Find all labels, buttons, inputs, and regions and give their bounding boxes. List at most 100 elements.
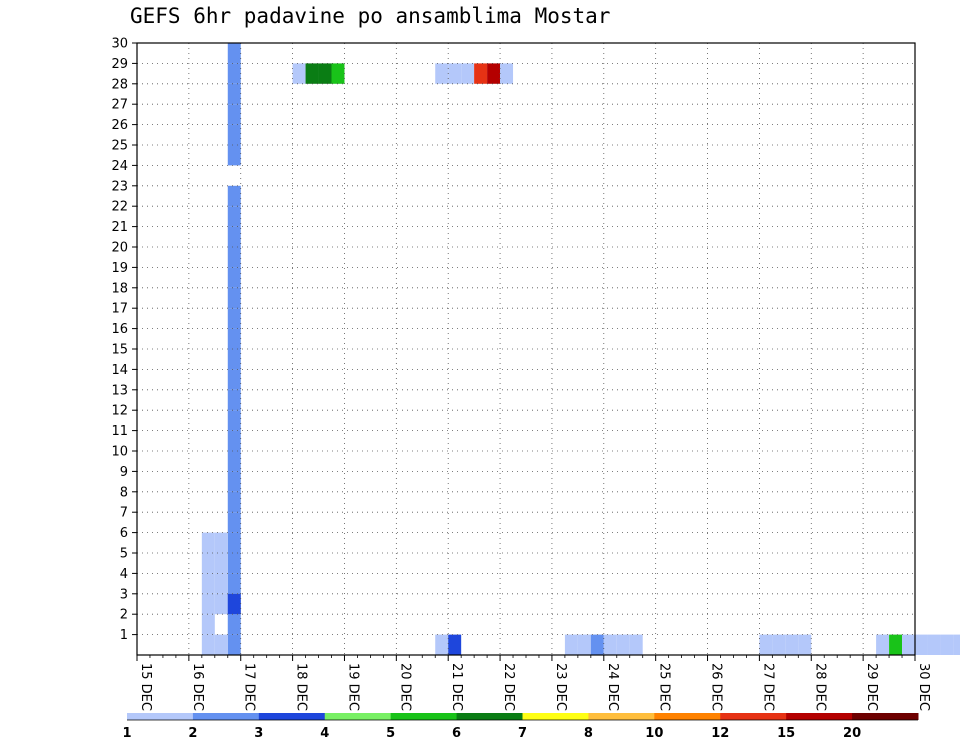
heatmap-cell — [227, 63, 241, 84]
heatmap-cell — [214, 634, 228, 655]
y-tick-label: 7 — [120, 506, 128, 521]
colorbar-label: 15 — [777, 726, 795, 741]
heatmap-cell — [889, 634, 903, 655]
colorbar-label: 20 — [843, 726, 861, 741]
colorbar-label: 5 — [386, 726, 395, 741]
y-tick-label: 5 — [120, 547, 128, 562]
colorbar-swatch — [324, 713, 392, 720]
heatmap-cell — [227, 349, 241, 370]
y-tick-label: 28 — [111, 77, 128, 92]
heatmap-cell — [201, 634, 215, 655]
heatmap-cell — [577, 634, 591, 655]
heatmap-cell — [953, 634, 960, 655]
y-tick-label: 3 — [120, 587, 128, 602]
y-tick-label: 25 — [111, 139, 128, 154]
heatmap-cell — [927, 634, 941, 655]
colorbar-label: 1 — [122, 726, 131, 741]
heatmap-cell — [227, 491, 241, 513]
colorbar-label: 10 — [645, 726, 663, 741]
heatmap-cell — [201, 593, 215, 615]
heatmap-cell — [876, 634, 890, 655]
heatmap-cell — [227, 287, 241, 309]
colorbar-swatch — [192, 713, 260, 720]
heatmap-cell — [201, 614, 215, 635]
heatmap-cell — [487, 63, 501, 84]
colorbar-swatch — [522, 713, 589, 720]
x-tick-label: 15 DEC — [138, 663, 153, 711]
heatmap-cell — [227, 267, 241, 288]
x-tick-label: 25 DEC — [657, 663, 672, 711]
y-tick-label: 12 — [111, 404, 128, 419]
y-tick-label: 4 — [120, 567, 128, 582]
heatmap-cell — [227, 410, 241, 431]
heatmap-cell — [772, 634, 786, 655]
heatmap-cell — [318, 63, 332, 84]
heatmap-cell — [227, 451, 241, 472]
y-tick-label: 13 — [111, 383, 128, 398]
heatmap-cell — [474, 63, 488, 84]
y-tick-label: 1 — [120, 628, 128, 643]
heatmap-cell — [629, 634, 643, 655]
heatmap-cell — [227, 573, 241, 594]
heatmap-cell — [227, 83, 241, 105]
colorbar-swatch — [720, 713, 787, 720]
y-tick-label: 26 — [111, 118, 128, 133]
heatmap-cell — [214, 573, 228, 594]
x-tick-label: 16 DEC — [190, 663, 205, 711]
heatmap-cell — [461, 63, 475, 84]
y-tick-label: 20 — [111, 241, 128, 256]
y-tick-label: 24 — [111, 159, 128, 174]
heatmap-cell — [448, 634, 462, 655]
colorbar-swatch — [588, 713, 655, 720]
heatmap-cell — [227, 185, 241, 207]
x-tick-label: 18 DEC — [294, 663, 309, 711]
heatmap-cell — [590, 634, 604, 655]
x-tick-label: 19 DEC — [345, 663, 360, 711]
chart-title: GEFS 6hr padavine po ansamblima Mostar — [130, 4, 611, 28]
heatmap-cell — [227, 553, 241, 574]
colorbar-swatch — [258, 713, 326, 720]
y-tick-label: 22 — [111, 200, 128, 215]
heatmap-cell — [201, 573, 215, 594]
x-tick-label: 28 DEC — [812, 663, 827, 711]
y-tick-label: 14 — [111, 363, 128, 378]
heatmap-cell — [227, 308, 241, 329]
heatmap-cell — [227, 532, 241, 553]
colorbar-swatch — [456, 713, 523, 720]
x-tick-label: 26 DEC — [709, 663, 724, 711]
heatmap-cell — [227, 430, 241, 451]
heatmap-cell — [292, 63, 306, 84]
heatmap-cell — [227, 634, 241, 655]
y-tick-label: 18 — [111, 281, 128, 296]
heatmap-cell — [227, 145, 241, 166]
y-tick-label: 6 — [120, 526, 128, 541]
heatmap-cell — [227, 226, 241, 247]
x-tick-label: 24 DEC — [605, 663, 620, 711]
colorbar-swatch — [390, 713, 458, 720]
heatmap-cell — [227, 389, 241, 411]
x-tick-label: 22 DEC — [501, 663, 516, 711]
colorbar-label: 4 — [320, 726, 329, 741]
heatmap-cell — [759, 634, 773, 655]
heatmap-cell — [201, 532, 215, 553]
x-tick-label: 29 DEC — [864, 663, 879, 711]
y-tick-label: 11 — [111, 424, 128, 439]
colorbar-swatch — [852, 713, 919, 720]
heatmap-cell — [500, 63, 514, 84]
colorbar-label: 6 — [452, 726, 461, 741]
heatmap-cell — [798, 634, 812, 655]
y-tick-label: 19 — [111, 261, 128, 276]
colorbar-label: 3 — [254, 726, 263, 741]
heatmap-cell — [227, 104, 241, 125]
colorbar-label: 2 — [188, 726, 197, 741]
heatmap-cell — [227, 43, 241, 64]
colorbar-swatch — [127, 713, 194, 720]
heatmap-cell — [915, 634, 928, 655]
colorbar-swatch — [654, 713, 721, 720]
colorbar-swatch — [786, 713, 853, 720]
heatmap-cell — [227, 206, 241, 227]
heatmap-cell — [214, 553, 228, 574]
heatmap-cell — [227, 328, 241, 349]
x-tick-label: 30 DEC — [916, 663, 931, 711]
heatmap-cell — [616, 634, 630, 655]
